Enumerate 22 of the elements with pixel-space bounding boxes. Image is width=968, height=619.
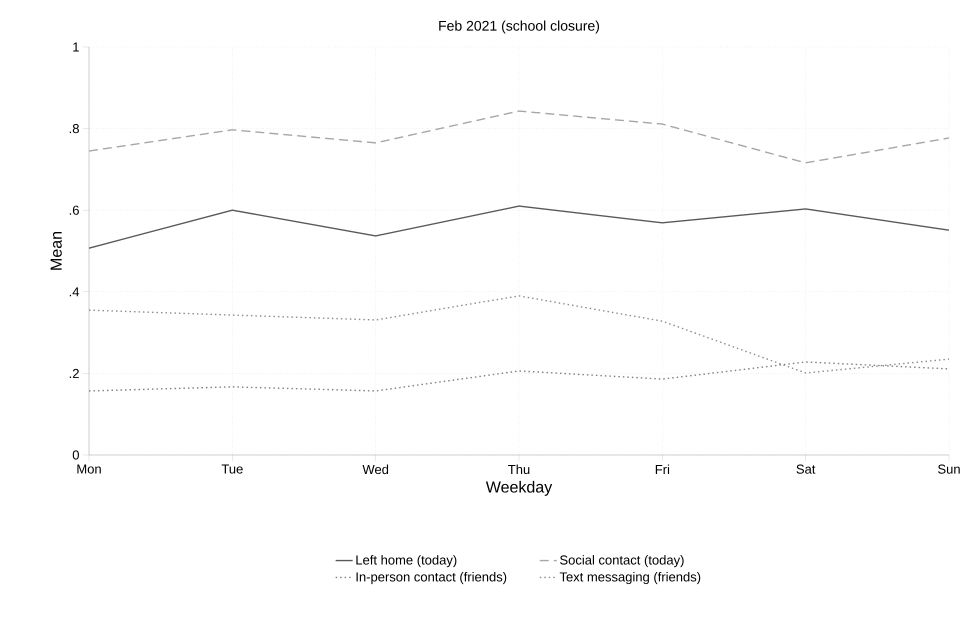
chart-title: Feb 2021 (school closure): [439, 20, 600, 34]
y-tick-label: 0: [72, 450, 79, 460]
x-tick-label: Fri: [656, 464, 670, 474]
y-axis-title: Mean: [50, 232, 62, 270]
x-tick-label: Tue: [222, 464, 243, 474]
line-series: [88, 361, 950, 392]
x-axis-title: Weekday: [486, 480, 552, 496]
x-tick-label: Sat: [796, 464, 816, 474]
y-tick-label: .6: [70, 206, 79, 215]
legend-label: Left home (today): [356, 555, 456, 568]
x-tick-label: Mon: [77, 464, 101, 474]
line-series: [88, 205, 950, 249]
x-tick-label: Thu: [508, 464, 530, 474]
x-tick-label: Wed: [362, 464, 388, 474]
legend-label: Text messaging (friends): [560, 572, 700, 584]
y-tick-label: 1: [73, 42, 79, 52]
legend-label: Social contact (today): [560, 555, 684, 568]
legend-label: In-person contact (friends): [356, 572, 506, 584]
y-tick-label: .4: [70, 287, 80, 296]
y-tick-label: .2: [70, 368, 79, 378]
x-tick-label: Sun: [938, 464, 960, 474]
y-tick-label: .8: [70, 124, 79, 134]
